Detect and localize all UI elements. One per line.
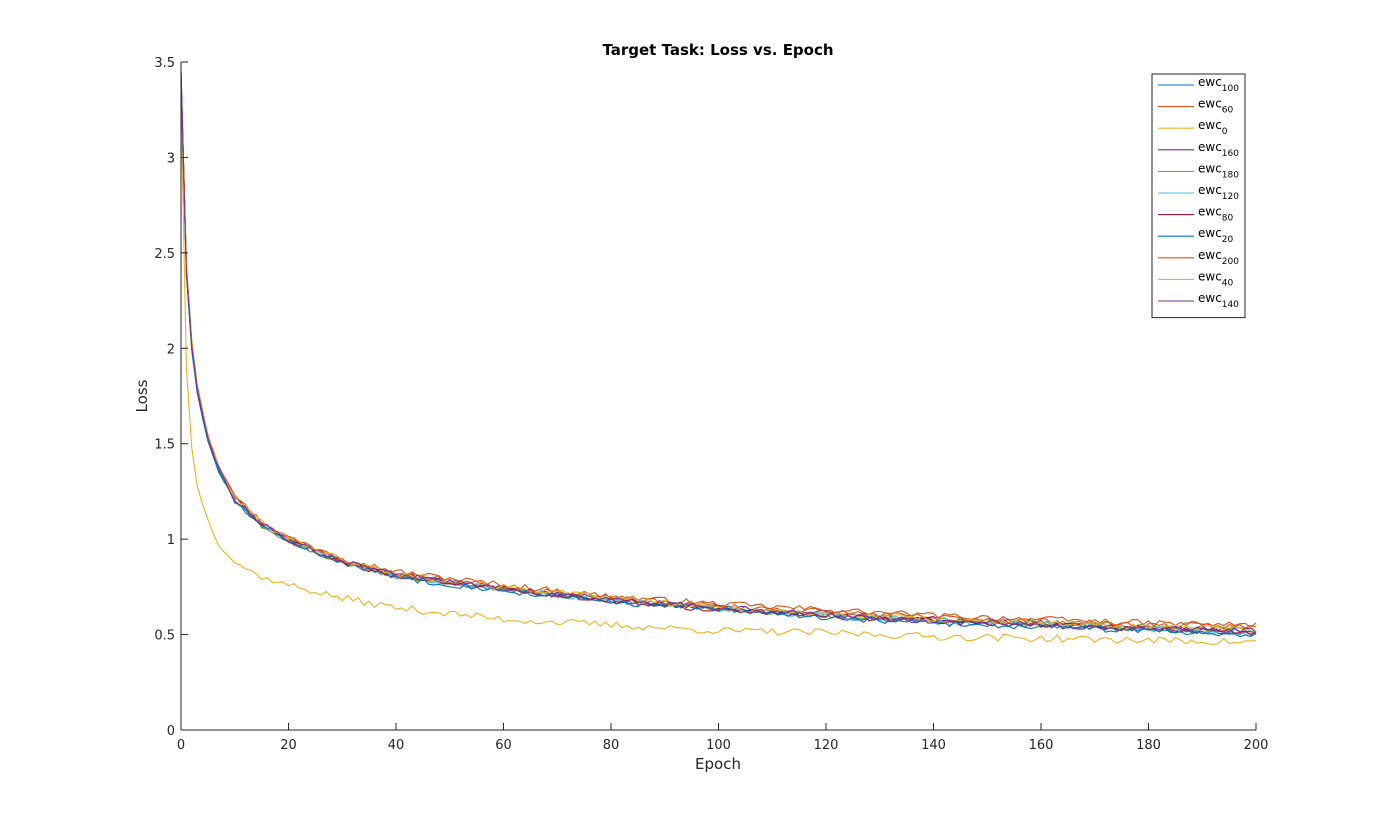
legend-label-ewc-100: ewc100 <box>1198 75 1239 94</box>
legend-label-ewc-180: ewc180 <box>1198 161 1239 180</box>
series-line-ewc-20 <box>180 82 1257 638</box>
x-tick-label: 80 <box>603 738 620 753</box>
legend-box <box>1151 73 1246 319</box>
x-tick-label: 180 <box>1136 738 1161 753</box>
series-line-ewc-0 <box>180 100 1257 645</box>
axes: 0 20 40 60 80 100 120 140 160 180 200 0 0.5 1 1.5 2 2.5 3… <box>154 56 1268 753</box>
x-tick-label: 140 <box>921 738 946 753</box>
y-tick-label: 3 <box>167 151 175 166</box>
x-tick-label: 20 <box>280 738 297 753</box>
legend-label-ewc-120: ewc120 <box>1198 183 1239 202</box>
x-tick-label: 0 <box>177 738 185 753</box>
x-tick-label: 40 <box>388 738 405 753</box>
y-tick-label: 1.5 <box>154 438 175 453</box>
x-axis-label: Epoch <box>695 755 741 773</box>
y-tick-label: 2.5 <box>154 247 175 262</box>
y-tick-label: 2 <box>167 342 175 357</box>
series-line-ewc-200 <box>180 73 1257 629</box>
legend-label-ewc-40: ewc40 <box>1198 269 1234 288</box>
y-tick-label: 1 <box>167 533 175 548</box>
x-tick-label: 100 <box>706 738 731 753</box>
x-tick-label: 60 <box>495 738 512 753</box>
legend-label-ewc-0: ewc0 <box>1198 118 1228 137</box>
y-axis-label: Loss <box>133 379 151 412</box>
series-line-ewc-160 <box>180 71 1257 634</box>
legend-label-ewc-60: ewc60 <box>1198 97 1234 116</box>
series-line-ewc-60 <box>180 77 1257 630</box>
series-line-ewc-100 <box>180 81 1257 635</box>
legend-label-ewc-80: ewc80 <box>1198 205 1234 224</box>
series-line-ewc-40 <box>180 77 1257 632</box>
series-line-ewc-180 <box>180 79 1257 634</box>
legend-label-ewc-20: ewc20 <box>1198 226 1234 245</box>
series-line-ewc-140 <box>180 69 1257 633</box>
series-line-ewc-80 <box>180 75 1257 636</box>
legend: ewc100 ewc60 ewc0 ewc160 ewc180 ewc120 ewc80 ew… <box>1151 73 1246 319</box>
y-tick-label: 3.5 <box>154 56 175 71</box>
plot-lines <box>180 69 1257 645</box>
x-tick-label: 120 <box>814 738 839 753</box>
y-tick-label: 0 <box>167 724 175 739</box>
legend-label-ewc-160: ewc160 <box>1198 140 1239 159</box>
chart-title: Target Task: Loss vs. Epoch <box>602 41 833 59</box>
series-line-ewc-120 <box>180 81 1257 636</box>
x-tick-label: 160 <box>1029 738 1054 753</box>
y-tick-label: 0.5 <box>154 629 175 644</box>
legend-label-ewc-140: ewc140 <box>1198 291 1239 310</box>
x-tick-label: 200 <box>1244 738 1269 753</box>
legend-label-ewc-200: ewc200 <box>1198 248 1239 267</box>
